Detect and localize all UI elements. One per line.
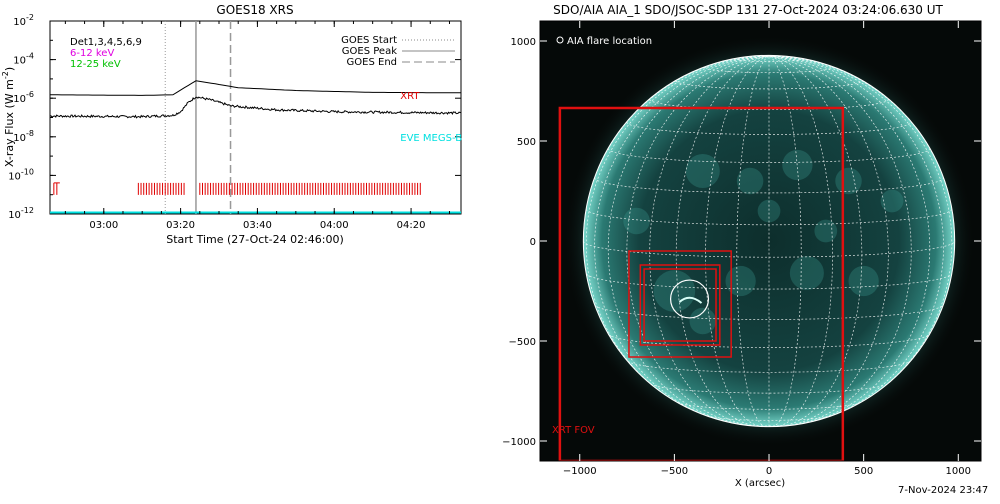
x-tick-label: −500 bbox=[661, 466, 688, 477]
longitude-line bbox=[768, 55, 889, 426]
legend-12-25kev: 12-25 keV bbox=[70, 59, 121, 70]
goes-legend-right: GOES Start GOES Peak GOES End bbox=[341, 35, 455, 68]
active-region-glow bbox=[685, 153, 720, 189]
goes-title: GOES18 XRS bbox=[216, 3, 293, 17]
y-tick-label: 500 bbox=[517, 137, 536, 148]
goes-ylabel: X-ray Flux (W m-2) bbox=[1, 67, 16, 167]
goes-ylabel-text: X-ray Flux (W m bbox=[3, 79, 16, 167]
active-region-glow bbox=[736, 167, 764, 195]
aia-image: SDO/AIA AIA_1 SDO/JSOC-SDP 131 27-Oct-20… bbox=[502, 3, 982, 489]
footer-timestamp: 7-Nov-2024 23:47 bbox=[898, 485, 989, 496]
xrt-fov-box bbox=[558, 106, 845, 461]
x-tick-label: 03:00 bbox=[89, 220, 118, 231]
legend-goes-end: GOES End bbox=[347, 57, 397, 68]
xrt-fov-box bbox=[639, 264, 721, 346]
latitude-line bbox=[583, 240, 955, 258]
aia-title: SDO/AIA AIA_1 SDO/JSOC-SDP 131 27-Oct-20… bbox=[553, 3, 943, 17]
latitude-line bbox=[650, 383, 888, 394]
longitude-line bbox=[768, 55, 931, 424]
aia-xlabel: X (arcsec) bbox=[735, 478, 785, 489]
longitude-line bbox=[607, 55, 770, 424]
latitude-line bbox=[627, 360, 911, 373]
flare-bright-loop bbox=[678, 296, 703, 304]
longitude-line bbox=[705, 55, 770, 427]
longitude-line bbox=[736, 55, 770, 427]
x-tick-label: 500 bbox=[854, 466, 873, 477]
goes-ylabel-close: ) bbox=[3, 67, 16, 71]
y-tick-label: 10-12 bbox=[8, 206, 34, 221]
flare-legend-label: AIA flare location bbox=[567, 36, 652, 47]
longitude-line bbox=[768, 55, 912, 426]
longitude-line bbox=[649, 55, 770, 426]
longitude-line bbox=[768, 55, 833, 427]
xrt-label: XRT bbox=[400, 91, 420, 102]
active-region-glow bbox=[689, 307, 717, 335]
flare-location-circle bbox=[669, 279, 710, 319]
goes-x-axis: 03:00 03:20 03:40 04:00 04:20 bbox=[64, 21, 450, 231]
y-tick-label: 10-10 bbox=[8, 167, 34, 182]
xrt-fov-label: XRT FOV bbox=[552, 425, 595, 436]
longitude-line bbox=[675, 55, 770, 427]
active-region-glow bbox=[880, 189, 904, 213]
x-tick-label: −1000 bbox=[563, 466, 597, 477]
x-tick-label: 04:20 bbox=[397, 220, 426, 231]
y-tick-label: 10-4 bbox=[13, 52, 34, 67]
active-region-glow bbox=[623, 207, 650, 235]
active-region-glow bbox=[814, 219, 838, 243]
y-tick-label: 1000 bbox=[511, 37, 536, 48]
goes-legend-left: Det1,3,4,5,6,9 6-12 keV 12-25 keV bbox=[70, 37, 142, 70]
legend-goes-start: GOES Start bbox=[341, 35, 397, 46]
goes-short-channel-line bbox=[49, 96, 462, 119]
flare-legend-icon bbox=[556, 36, 564, 44]
active-region-glow bbox=[835, 167, 862, 195]
latitude-line bbox=[608, 333, 930, 348]
longitude-line bbox=[626, 55, 770, 426]
x-tick-label: 04:00 bbox=[320, 220, 349, 231]
active-region-glow bbox=[789, 255, 824, 291]
x-tick-label: 03:20 bbox=[166, 220, 195, 231]
eve-megs-b-label: EVE MEGS-B bbox=[400, 133, 462, 144]
goes-ylabel-units: -2 bbox=[1, 71, 10, 79]
latitude-line bbox=[626, 122, 912, 135]
y-tick-label: 10-6 bbox=[13, 90, 34, 105]
xrt-fov-box bbox=[643, 268, 717, 342]
aia-x-axis: −1000 −500 0 500 1000 bbox=[563, 21, 971, 477]
goes-long-channel-line bbox=[50, 80, 461, 96]
y-tick-label: 10-8 bbox=[13, 129, 34, 144]
aia-y-axis: −1000 −500 0 500 1000 bbox=[502, 37, 981, 448]
xrt-fov-box bbox=[628, 250, 732, 358]
longitude-line bbox=[585, 55, 770, 408]
x-tick-label: 1000 bbox=[946, 466, 971, 477]
active-region-glow bbox=[757, 199, 781, 223]
heliographic-grid bbox=[583, 55, 955, 427]
active-region-glow bbox=[653, 270, 696, 312]
longitude-line bbox=[768, 55, 802, 427]
legend-6-12kev: 6-12 keV bbox=[70, 48, 114, 59]
longitude-line bbox=[768, 55, 953, 408]
xrt-fov-boxes bbox=[558, 106, 845, 461]
goes-xrs-plot: GOES18 XRS 10-12 10-10 10-8 10-6 10-4 10-2 03… bbox=[1, 3, 462, 246]
legend-det: Det1,3,4,5,6,9 bbox=[70, 37, 142, 48]
goes-y-axis: 10-12 10-10 10-8 10-6 10-4 10-2 bbox=[8, 13, 461, 221]
active-region-glow bbox=[725, 265, 756, 297]
longitude-line bbox=[768, 55, 863, 427]
goes-xlabel: Start Time (27-Oct-24 02:46:00) bbox=[166, 233, 344, 246]
y-tick-label: 10-2 bbox=[13, 13, 34, 28]
latitude-line bbox=[675, 80, 863, 90]
y-tick-label: −1000 bbox=[502, 437, 536, 448]
latitude-line bbox=[707, 415, 831, 421]
goes-plot-body bbox=[49, 21, 462, 214]
legend-goes-peak: GOES Peak bbox=[342, 46, 397, 57]
solar-limb bbox=[582, 54, 956, 428]
x-tick-label: 03:40 bbox=[243, 220, 272, 231]
active-region-glow bbox=[848, 265, 879, 297]
y-tick-label: 0 bbox=[530, 237, 536, 248]
y-tick-label: −500 bbox=[509, 337, 536, 348]
x-tick-label: 0 bbox=[766, 466, 772, 477]
